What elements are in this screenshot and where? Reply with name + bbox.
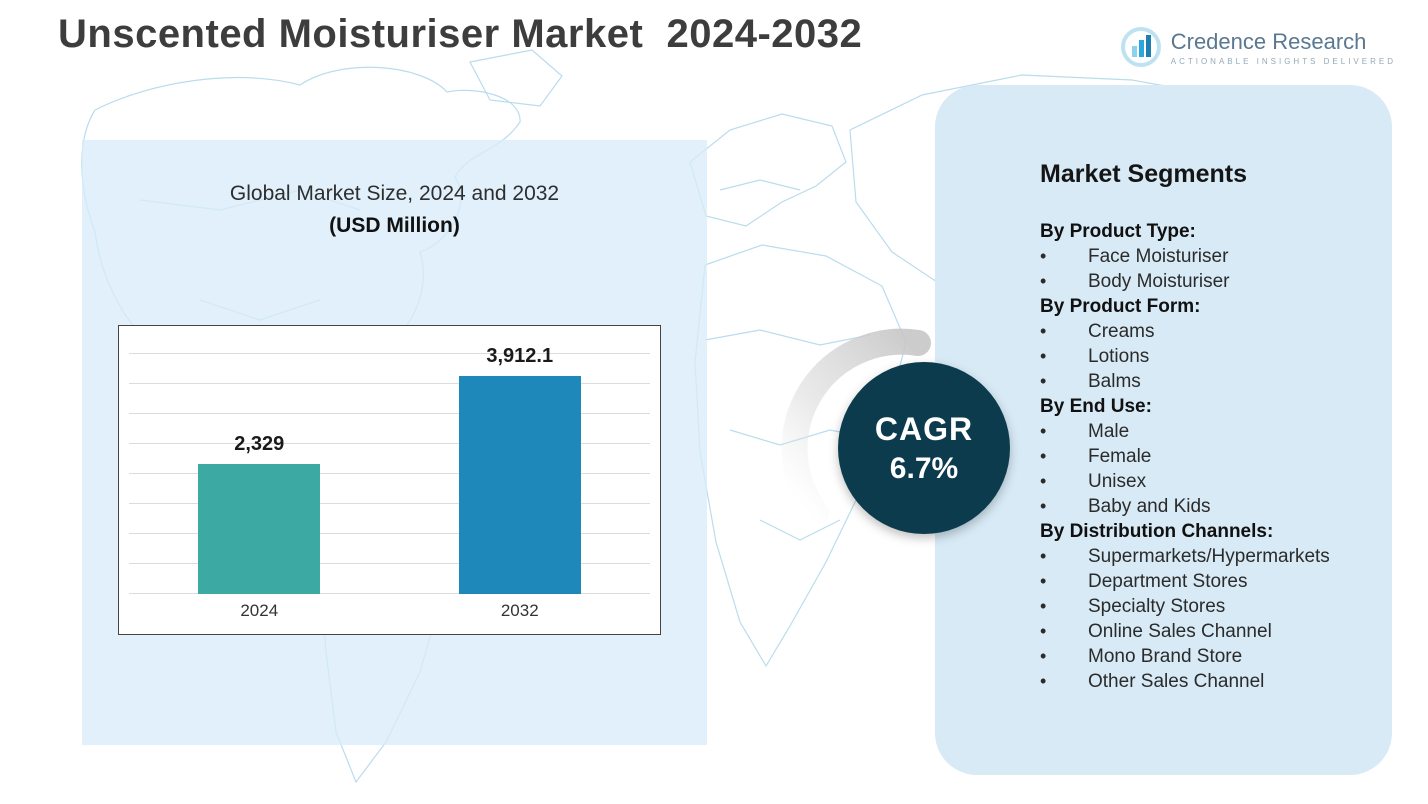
bullet-icon: • [1040, 246, 1047, 266]
segment-item: • Mono Brand Store [1040, 644, 1362, 669]
chart-category-row: 2024 2032 [129, 594, 650, 628]
segment-item: • Balms [1040, 369, 1362, 394]
segment-group-label: By Product Type: [1040, 221, 1196, 242]
bullet-icon: • [1040, 446, 1047, 466]
logo-tagline: Actionable Insights Delivered [1170, 56, 1396, 66]
bullet-icon: • [1040, 646, 1047, 666]
segment-item: • Baby and Kids [1040, 494, 1362, 519]
segment-item-label: Balms [1088, 371, 1141, 392]
page-title: Unscented Moisturiser Market 2024-2032 [58, 12, 863, 56]
bullet-icon: • [1040, 421, 1047, 441]
cagr-value: 6.7% [889, 451, 959, 485]
segment-item: • Lotions [1040, 344, 1362, 369]
segment-group-label: By Distribution Channels: [1040, 521, 1274, 542]
segment-item-label: Lotions [1088, 346, 1150, 367]
segment-item: • Online Sales Channel [1040, 619, 1362, 644]
segment-item: • Unisex [1040, 469, 1362, 494]
segment-item-label: Specialty Stores [1088, 596, 1226, 617]
bar-column-2032: 3,912.1 [458, 345, 581, 594]
segments-list: By Product Type: • Face Moisturiser • Body M… [1040, 219, 1362, 694]
segment-item-label: Female [1088, 446, 1152, 467]
segment-item-label: Baby and Kids [1088, 496, 1211, 517]
logo-name: Credence Research [1170, 28, 1367, 54]
segment-item-label: Mono Brand Store [1088, 646, 1243, 667]
segments-heading: Market Segments [1040, 160, 1248, 188]
bullet-icon: • [1040, 371, 1047, 391]
segment-item-label: Unisex [1088, 471, 1147, 492]
segment-item: • Male [1040, 419, 1362, 444]
segments-panel: Market Segments By Product Type: • Face Mo… [935, 85, 1392, 775]
bar-value-label: 3,912.1 [486, 345, 554, 367]
segment-item-label: Face Moisturiser [1088, 246, 1229, 267]
chart-panel: Global Market Size, 2024 and 2032 (USD M… [82, 140, 707, 745]
bullet-icon: • [1040, 621, 1047, 641]
segment-item-label: Body Moisturiser [1088, 271, 1230, 292]
segment-item: • Department Stores [1040, 569, 1362, 594]
bar-2024 [198, 464, 321, 594]
segment-item-label: Online Sales Channel [1088, 621, 1272, 642]
bullet-icon: • [1040, 471, 1047, 491]
segment-item: • Body Moisturiser [1040, 269, 1362, 294]
segment-item: • Female [1040, 444, 1362, 469]
segment-item: • Creams [1040, 319, 1362, 344]
bullet-icon: • [1040, 321, 1047, 341]
bar-chart-logo-icon [1120, 27, 1161, 67]
segment-item-label: Other Sales Channel [1088, 671, 1265, 692]
segment-item: • Other Sales Channel [1040, 669, 1362, 694]
segment-item: • Supermarkets/Hypermarkets [1040, 544, 1362, 569]
chart-plot: 2,329 3,912.1 [129, 340, 650, 594]
bar-chart: 2,329 3,912.1 2024 2032 [118, 325, 661, 635]
cagr-swoosh-arc [781, 328, 931, 526]
bar-value-label: 2,329 [234, 433, 285, 455]
segment-item: • Face Moisturiser [1040, 244, 1362, 269]
bullet-icon: • [1040, 271, 1047, 291]
segment-item-label: Supermarkets/Hypermarkets [1088, 546, 1330, 567]
chart-title: Global Market Size, 2024 and 2032 [229, 182, 560, 205]
logo: Credence Research Actionable Insights De… [1120, 26, 1396, 68]
cagr-badge: CAGR 6.7% [838, 362, 1010, 534]
bullet-icon: • [1040, 596, 1047, 616]
bullet-icon: • [1040, 546, 1047, 566]
segment-item: • Specialty Stores [1040, 594, 1362, 619]
segment-item-label: Creams [1088, 321, 1155, 342]
bar-column-2024: 2,329 [198, 433, 321, 594]
bullet-icon: • [1040, 671, 1047, 691]
segment-group-label: By End Use: [1040, 396, 1152, 417]
bullet-icon: • [1040, 346, 1047, 366]
cagr-label: CAGR [874, 410, 974, 447]
segment-item-label: Department Stores [1088, 571, 1248, 592]
chart-subtitle: (USD Million) [329, 214, 460, 237]
category-label: 2032 [500, 601, 539, 620]
bullet-icon: • [1040, 496, 1047, 516]
category-label: 2024 [240, 601, 279, 620]
segment-item-label: Male [1088, 421, 1130, 442]
bullet-icon: • [1040, 571, 1047, 591]
bar-2032 [458, 376, 581, 594]
segment-group-label: By Product Form: [1040, 296, 1201, 317]
